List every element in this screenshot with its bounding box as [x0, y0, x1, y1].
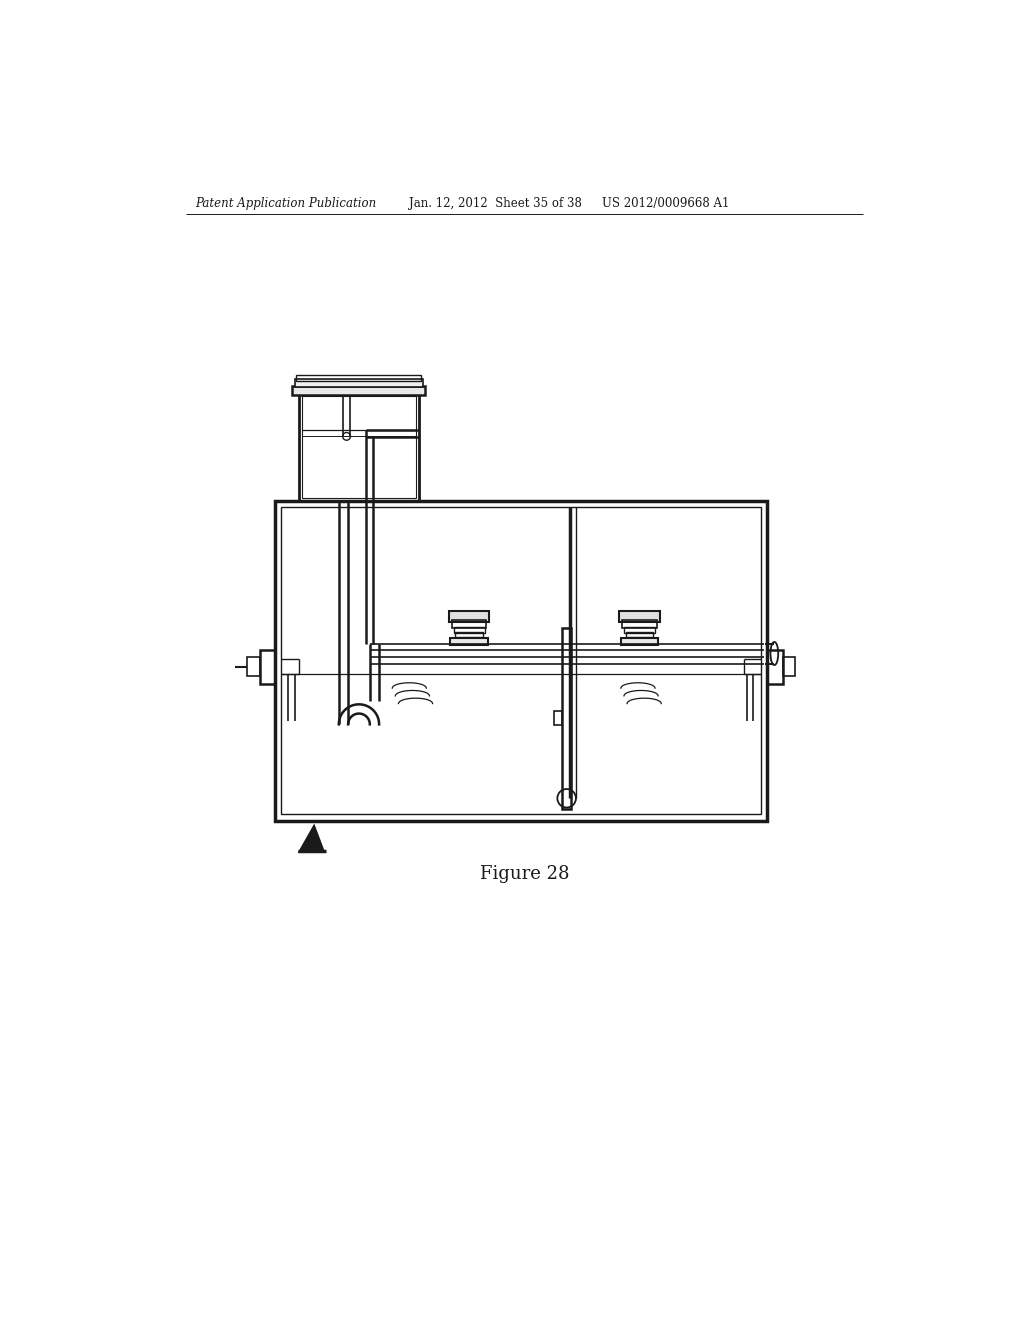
- Bar: [621, 638, 658, 645]
- Text: Jan. 12, 2012  Sheet 35 of 38: Jan. 12, 2012 Sheet 35 of 38: [410, 197, 583, 210]
- Text: Figure 28: Figure 28: [480, 866, 569, 883]
- Bar: [451, 638, 487, 645]
- Bar: [452, 620, 486, 628]
- Bar: [620, 611, 659, 622]
- Bar: [624, 627, 655, 632]
- Text: Patent Application Publication: Patent Application Publication: [196, 197, 377, 210]
- Bar: [783, 657, 796, 676]
- Bar: [299, 393, 419, 502]
- Bar: [623, 620, 656, 628]
- Bar: [282, 507, 761, 814]
- Bar: [248, 657, 260, 676]
- Bar: [767, 649, 783, 684]
- Bar: [292, 385, 425, 395]
- Bar: [454, 627, 484, 632]
- Bar: [296, 375, 421, 381]
- Bar: [455, 632, 483, 638]
- Bar: [295, 379, 423, 387]
- Bar: [275, 502, 767, 821]
- Bar: [302, 396, 416, 498]
- Bar: [626, 632, 653, 638]
- Bar: [554, 711, 562, 725]
- Bar: [260, 649, 275, 684]
- Polygon shape: [300, 826, 324, 851]
- Bar: [449, 611, 489, 622]
- Text: US 2012/0009668 A1: US 2012/0009668 A1: [602, 197, 730, 210]
- Bar: [562, 628, 571, 809]
